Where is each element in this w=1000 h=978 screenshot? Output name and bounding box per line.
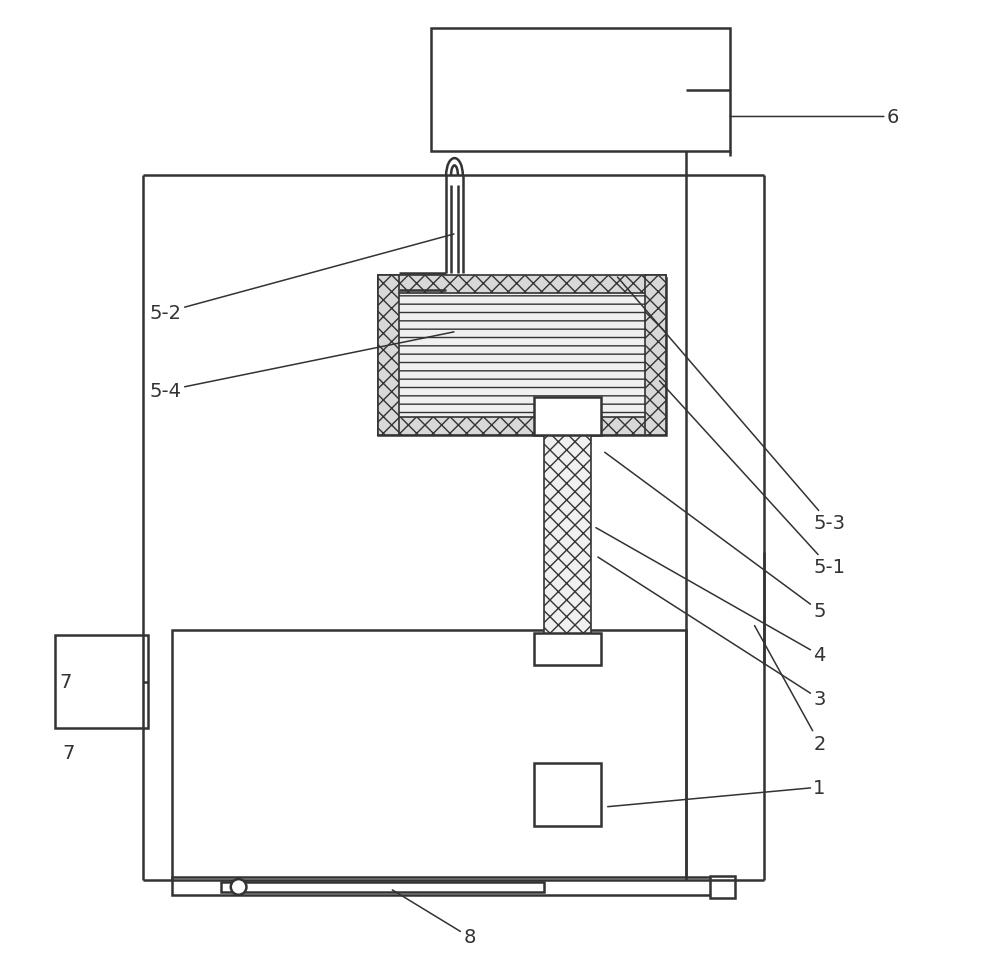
Bar — [378, 276, 399, 435]
Bar — [534, 634, 601, 665]
Bar — [645, 276, 666, 435]
Text: 5-3: 5-3 — [617, 278, 845, 533]
Text: 6: 6 — [730, 108, 899, 127]
Text: 2: 2 — [755, 626, 826, 753]
Text: 7: 7 — [62, 743, 74, 763]
Bar — [172, 631, 686, 880]
Bar — [182, 660, 666, 866]
Bar — [378, 418, 666, 435]
Bar — [544, 430, 591, 641]
Bar — [221, 882, 544, 892]
Text: 8: 8 — [392, 890, 476, 947]
Text: 5: 5 — [605, 453, 826, 621]
Bar — [710, 876, 735, 898]
Bar — [378, 276, 666, 293]
Circle shape — [231, 879, 246, 895]
Bar — [534, 398, 601, 435]
Text: 5-4: 5-4 — [150, 333, 454, 401]
Bar — [431, 29, 730, 152]
Bar — [534, 763, 601, 826]
Text: 7: 7 — [59, 672, 72, 691]
Text: 1: 1 — [608, 778, 826, 807]
Bar — [172, 877, 715, 895]
Text: 5-2: 5-2 — [150, 235, 454, 323]
Text: 5-1: 5-1 — [660, 381, 845, 577]
Text: 3: 3 — [598, 557, 826, 709]
Bar — [378, 279, 666, 435]
Text: 4: 4 — [596, 528, 826, 665]
Bar — [55, 636, 148, 729]
